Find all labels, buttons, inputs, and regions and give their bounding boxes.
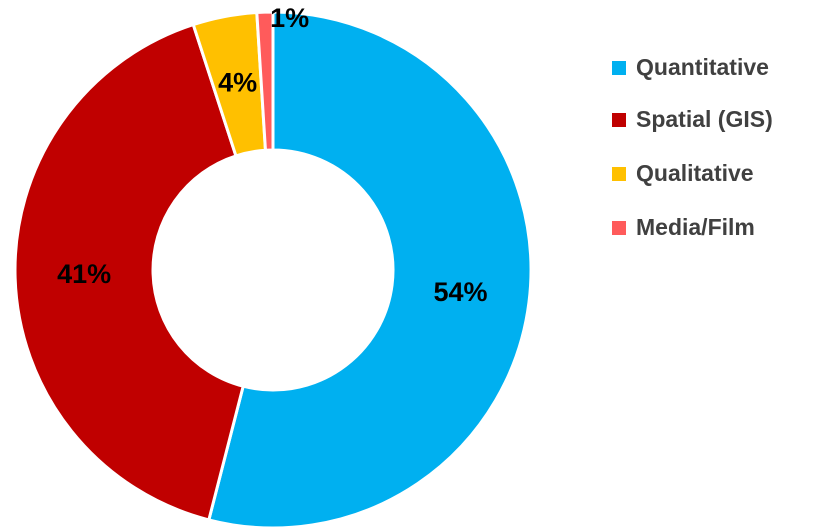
- legend-swatch: [612, 113, 626, 127]
- donut-slice: [13, 22, 245, 522]
- data-label: 1%: [270, 3, 309, 33]
- data-label: 41%: [57, 259, 111, 289]
- donut-slice: [207, 10, 533, 530]
- donut-slice: [255, 10, 275, 152]
- legend-label: Quantitative: [636, 54, 769, 80]
- legend-label: Qualitative: [636, 160, 754, 186]
- legend-swatch: [612, 221, 626, 235]
- legend-label: Spatial (GIS): [636, 106, 773, 132]
- data-label: 4%: [218, 67, 257, 97]
- legend-swatch: [612, 61, 626, 75]
- legend-swatch: [612, 167, 626, 181]
- data-label: 54%: [433, 277, 487, 307]
- legend-label: Media/Film: [636, 214, 755, 240]
